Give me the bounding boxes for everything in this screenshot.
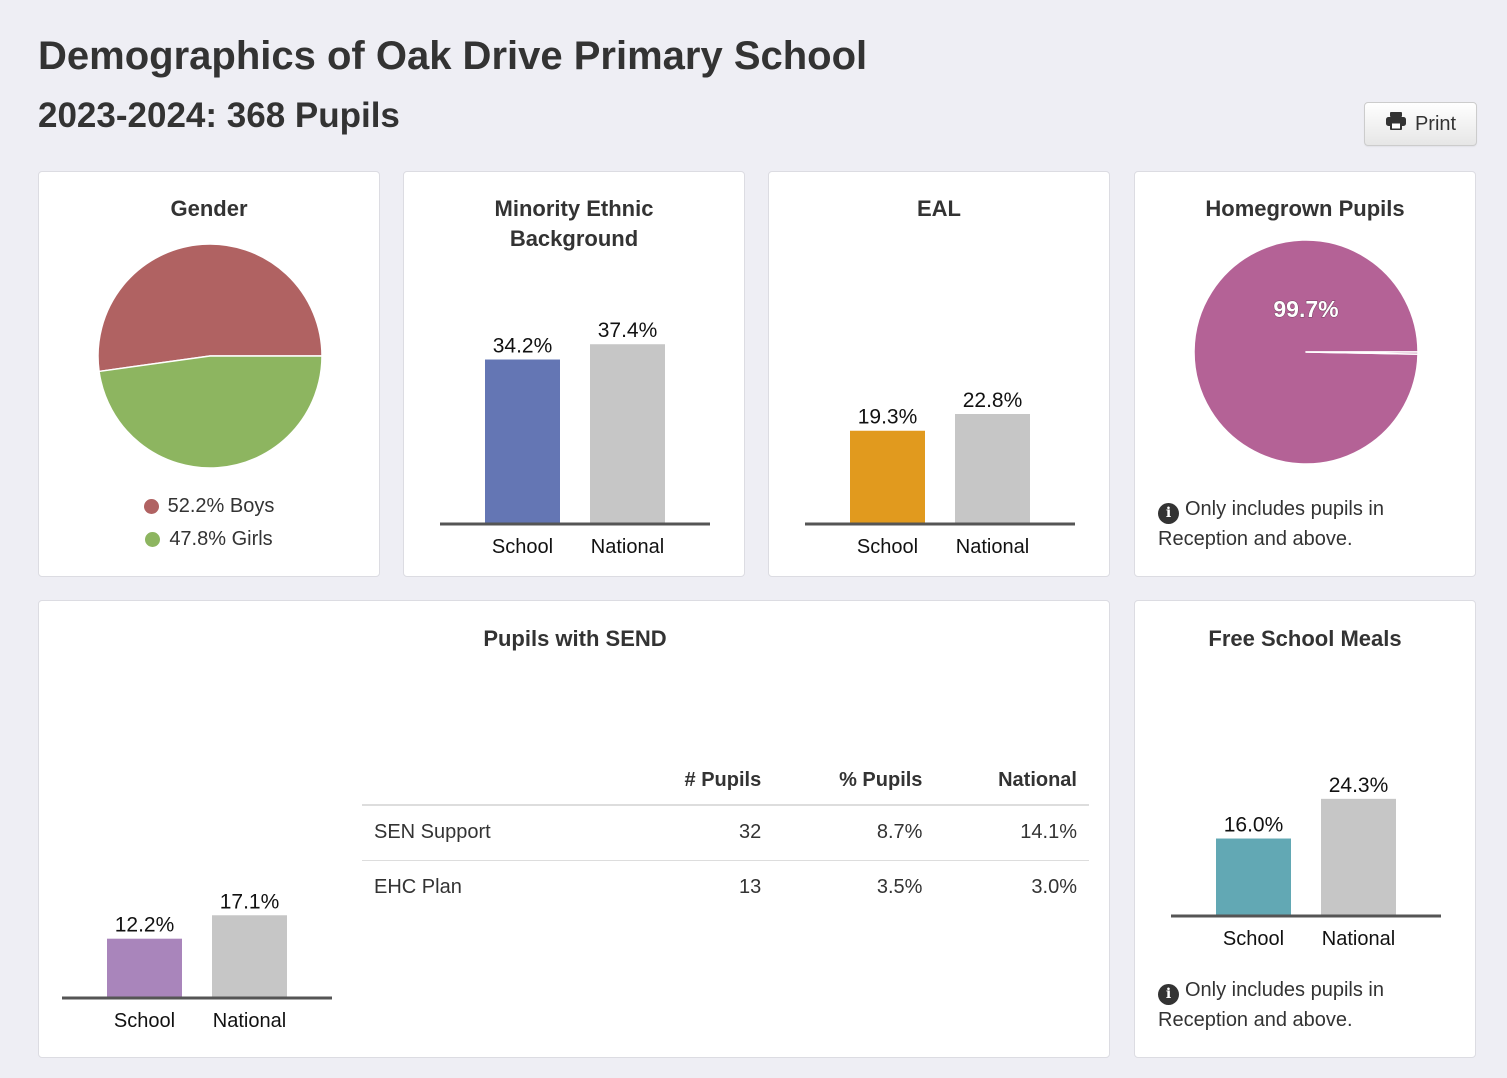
print-button[interactable]: Print: [1364, 102, 1477, 146]
bar-school: [485, 359, 560, 523]
legend-item-boys: 52.2% Boys: [39, 490, 379, 523]
bar-national: [955, 414, 1030, 523]
page-title: Demographics of Oak Drive Primary School: [38, 34, 868, 78]
bar-value-label: 37.4%: [598, 319, 658, 342]
gender-pie-chart: [97, 243, 323, 469]
legend-label-girls: 47.8% Girls: [169, 528, 273, 550]
homegrown-note: i Only includes pupils in Reception and a…: [1158, 494, 1455, 554]
pie-value-label: 99.7%: [1273, 296, 1338, 322]
fsm-card: Free School Meals 16.0% School 24.3% Nation…: [1134, 600, 1476, 1058]
legend-label-boys: 52.2% Boys: [167, 495, 275, 517]
bar-national: [590, 344, 665, 523]
bar-school: [1216, 838, 1291, 915]
pct-pupils-cell: 8.7%: [773, 805, 935, 861]
minority-title: Minority Ethnic Background: [494, 196, 654, 251]
eal-title: EAL: [917, 196, 961, 221]
category-label: School: [857, 536, 918, 558]
bar-value-label: 16.0%: [1224, 814, 1284, 837]
homegrown-note-text: Only includes pupils in Reception and ab…: [1158, 498, 1384, 550]
info-circle-icon: i: [1158, 503, 1179, 524]
homegrown-card: Homegrown Pupils 99.7% i Only includes pu…: [1134, 171, 1476, 577]
boys-swatch: [143, 499, 159, 514]
fsm-title: Free School Meals: [1208, 626, 1402, 651]
bar-national: [212, 915, 287, 997]
legend-item-girls: 47.8% Girls: [39, 523, 379, 556]
bar-value-label: 24.3%: [1329, 774, 1389, 797]
pie-slice-other: [1305, 351, 1419, 355]
pie-slice-boys: [97, 243, 323, 373]
col-header-type: [362, 757, 622, 806]
row-label: SEN Support: [362, 805, 622, 861]
category-label: National: [1322, 928, 1395, 950]
eal-bar-chart: 19.3% School 22.8% National: [805, 389, 1075, 558]
bar-value-label: 17.1%: [220, 890, 280, 913]
send-table-header: # Pupils % Pupils National: [362, 757, 1089, 806]
category-label: National: [591, 536, 664, 558]
num-pupils-cell: 13: [738, 876, 762, 899]
info-circle-icon: i: [1158, 984, 1179, 1005]
table-row: SEN Support 32 8.7% 14.1%: [362, 805, 1089, 861]
eal-card: EAL 19.3% School 22.8% National: [768, 171, 1110, 577]
fsm-note-text: Only includes pupils in Reception and ab…: [1158, 979, 1384, 1031]
col-header-pct-pupils: % Pupils: [773, 757, 935, 806]
send-title: Pupils with SEND: [483, 626, 667, 651]
num-pupils-cell: 32: [622, 805, 774, 861]
national-cell: 3.0%: [1031, 876, 1077, 899]
category-label: School: [1223, 928, 1284, 950]
girls-swatch: [145, 532, 161, 547]
bar-value-label: 19.3%: [858, 406, 918, 429]
homegrown-title: Homegrown Pupils: [1205, 196, 1405, 221]
bar-national: [1321, 798, 1396, 915]
bar-value-label: 12.2%: [115, 914, 175, 937]
category-label: National: [956, 536, 1029, 558]
page-subtitle: 2023-2024: 368 Pupils: [38, 96, 400, 135]
category-label: School: [114, 1010, 175, 1032]
col-header-num-pupils: # Pupils: [622, 757, 774, 806]
table-row: EHC Plan 13 3.5% 3.0%: [362, 860, 1089, 915]
pct-pupils-cell: 3.5%: [876, 876, 923, 899]
bar-value-label: 22.8%: [963, 389, 1023, 412]
category-label: School: [492, 536, 553, 558]
homegrown-pie-chart: 99.7%: [1193, 239, 1419, 465]
send-bar-chart: 12.2% School 17.1% National: [62, 890, 332, 1032]
print-label: Print: [1414, 112, 1457, 135]
national-cell: 14.1%: [934, 805, 1089, 861]
bar-value-label: 34.2%: [493, 335, 553, 358]
gender-legend: 52.2% Boys 47.8% Girls: [39, 490, 379, 556]
send-table: # Pupils % Pupils National SEN Support 3…: [362, 757, 1089, 915]
send-card: Pupils with SEND 12.2% School 17.1% Nationa…: [38, 600, 1110, 1058]
bar-school: [107, 938, 182, 997]
print-icon: [1385, 111, 1407, 137]
gender-title: Gender: [170, 196, 248, 221]
gender-card: Gender 52.2% Boys 47.8% Girls: [38, 171, 380, 577]
pie-slice-girls: [98, 355, 323, 469]
fsm-note: i Only includes pupils in Reception and a…: [1158, 975, 1455, 1035]
minority-bar-chart: 34.2% School 37.4% National: [440, 319, 710, 558]
row-label: EHC Plan: [374, 876, 462, 899]
category-label: National: [213, 1010, 286, 1032]
minority-card: Minority Ethnic Background 34.2% School 37…: [403, 171, 745, 577]
col-header-national: National: [934, 757, 1089, 806]
fsm-bar-chart: 16.0% School 24.3% National: [1171, 774, 1441, 950]
bar-school: [850, 430, 925, 523]
